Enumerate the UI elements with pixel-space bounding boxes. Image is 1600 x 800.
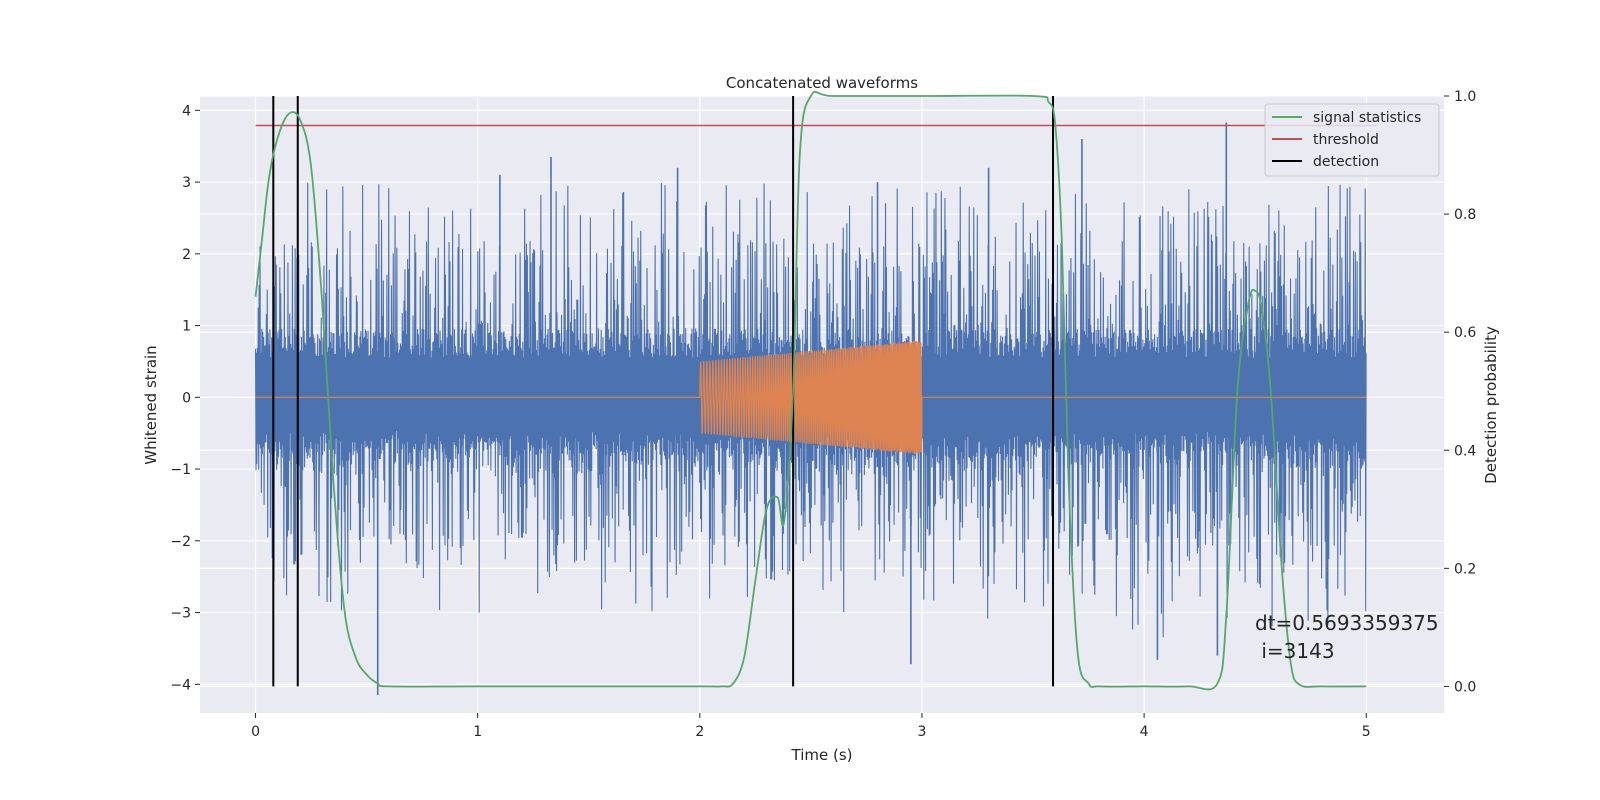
y-tick-label: 3 [182, 175, 191, 191]
y-tick-label: 4 [182, 103, 191, 119]
y-right-tick-label: 0.4 [1454, 443, 1476, 459]
y-tick-label: 2 [182, 247, 191, 263]
y-right-tick-label: 0.0 [1454, 679, 1476, 695]
x-tick-label: 3 [918, 724, 927, 740]
y-tick-label: 1 [182, 319, 191, 335]
y-right-tick-label: 0.2 [1454, 561, 1476, 577]
x-axis-label: Time (s) [791, 746, 853, 764]
legend-label: threshold [1313, 132, 1379, 148]
y-tick-label: 0 [182, 390, 191, 406]
series-layer [254, 90, 1378, 696]
y-tick-label: −3 [170, 606, 191, 622]
y-axis-label: Whitened strain [142, 345, 160, 464]
y-tick-label: −2 [170, 534, 191, 550]
signal-statistics-line [254, 90, 1367, 691]
x-tick-label: 4 [1140, 724, 1149, 740]
x-tick-label: 1 [473, 724, 482, 740]
legend: signal statistics threshold detection [1264, 103, 1440, 177]
y-axis-right-label: Detection probability [1482, 326, 1500, 484]
strain-noise-line [254, 182, 1367, 638]
y-right-tick-label: 1.0 [1454, 89, 1476, 105]
y-right-tick-label: 0.8 [1454, 207, 1476, 223]
legend-label: signal statistics [1313, 110, 1421, 126]
x-tick-label: 0 [251, 724, 260, 740]
legend-box [1264, 103, 1440, 177]
legend-label: detection [1313, 154, 1379, 170]
chirp-waveform-line [255, 340, 1367, 455]
annotation-index: i=3143 [1255, 639, 1335, 663]
y-right-tick-label: 0.6 [1454, 325, 1476, 341]
chart-title: Concatenated waveforms [726, 74, 918, 92]
x-tick-label: 2 [695, 724, 704, 740]
ticks: 0 1 2 3 4 5 −4 −3 −2 −1 0 1 2 3 4 0.0 0.2 0.4 0.6 0.8 1.0 [170, 89, 1476, 740]
y-tick-label: −1 [170, 462, 191, 478]
annotation-dt: dt=0.5693359375 [1255, 611, 1439, 635]
x-tick-label: 5 [1362, 724, 1371, 740]
y-tick-label: −4 [170, 677, 191, 693]
